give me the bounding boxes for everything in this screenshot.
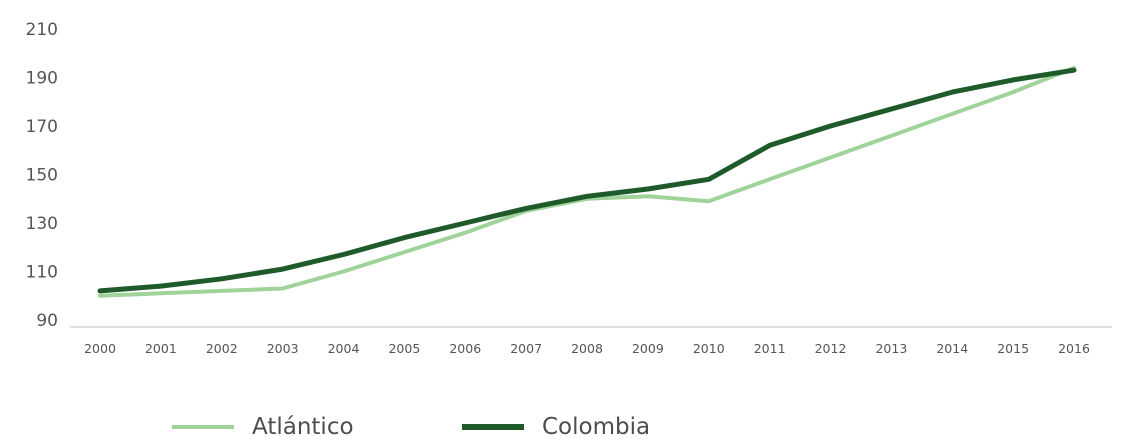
x-tick-label: 2012 xyxy=(815,341,847,356)
x-tick-label: 2002 xyxy=(206,341,238,356)
y-axis: 90 110 130 150 170 190 210 xyxy=(26,20,58,331)
series-line-atlantico xyxy=(98,65,1076,298)
x-tick-label: 2015 xyxy=(997,341,1029,356)
legend-swatch-colombia xyxy=(462,424,524,430)
x-tick-label: 2001 xyxy=(145,341,177,356)
y-tick-label: 150 xyxy=(26,166,58,186)
x-tick-label: 2010 xyxy=(693,341,725,356)
x-tick-label: 2014 xyxy=(936,341,968,356)
legend-item-atlantico: Atlántico xyxy=(172,413,354,441)
x-tick-label: 2008 xyxy=(571,341,603,356)
y-tick-label: 110 xyxy=(26,263,58,283)
x-tick-label: 2004 xyxy=(328,341,360,356)
x-tick-label: 2003 xyxy=(267,341,299,356)
legend-swatch-atlantico xyxy=(172,425,234,429)
x-tick-label: 2000 xyxy=(84,341,116,356)
x-tick-label: 2007 xyxy=(510,341,542,356)
y-tick-label: 190 xyxy=(26,69,58,89)
x-tick-label: 2016 xyxy=(1058,341,1090,356)
series-lines xyxy=(97,65,1077,298)
series-line-colombia xyxy=(97,67,1077,294)
legend-label-colombia: Colombia xyxy=(542,414,651,440)
legend-item-colombia: Colombia xyxy=(462,413,650,441)
x-tick-label: 2011 xyxy=(754,341,786,356)
y-tick-label: 130 xyxy=(26,214,58,234)
x-tick-label: 2006 xyxy=(449,341,481,356)
x-tick-label: 2009 xyxy=(632,341,664,356)
y-tick-label: 210 xyxy=(26,20,58,40)
legend-label-atlantico: Atlántico xyxy=(252,414,354,440)
y-tick-label: 170 xyxy=(26,117,58,137)
x-tick-label: 2005 xyxy=(388,341,420,356)
x-axis: 2000 2001 2002 2003 2004 2005 2006 2007 2008 2009… xyxy=(70,326,1112,356)
x-tick-label: 2013 xyxy=(875,341,907,356)
y-tick-label: 90 xyxy=(36,311,58,331)
